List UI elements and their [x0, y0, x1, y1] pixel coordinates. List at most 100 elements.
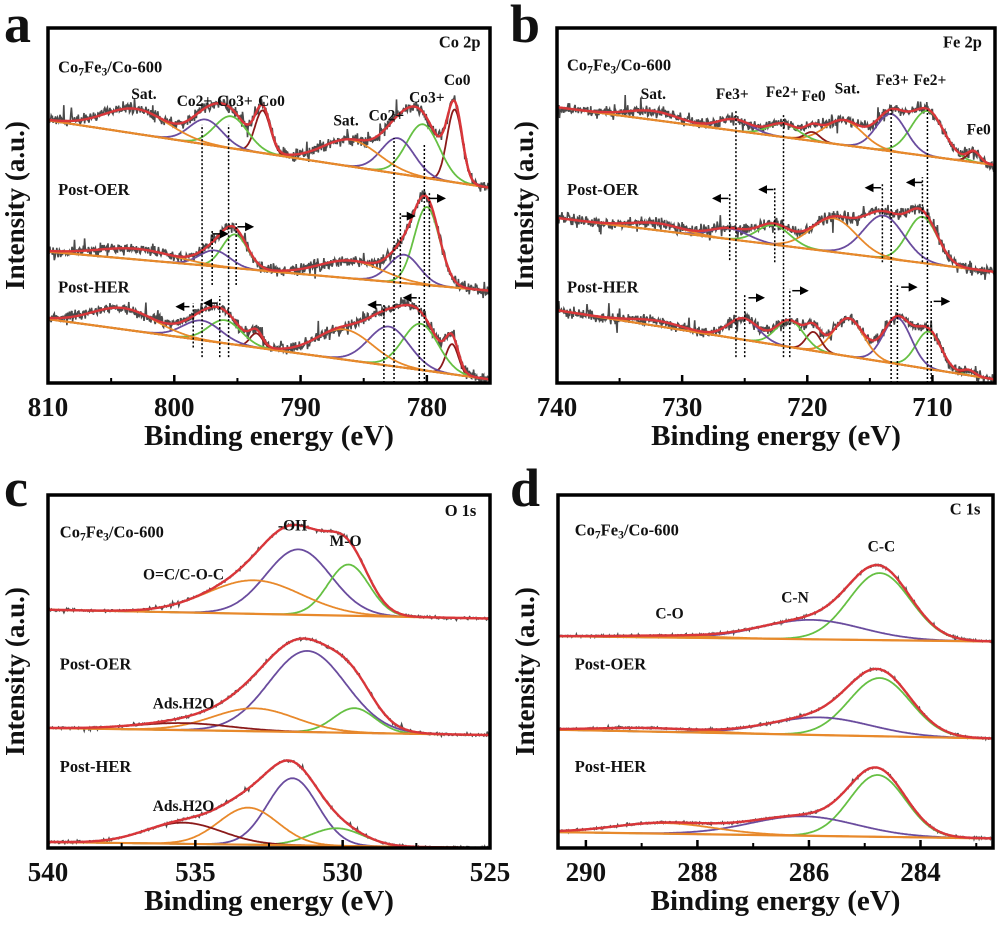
baseline-line — [48, 318, 490, 381]
x-axis-title: Binding energy (eV) — [144, 420, 394, 452]
fit-component-purple — [48, 548, 490, 620]
panel-title: C 1s — [950, 499, 981, 518]
baseline-line — [558, 831, 993, 840]
sample-label: Post-OER — [60, 655, 133, 674]
spectrum-co7fe3-co-600 — [48, 522, 490, 623]
baseline-line — [48, 250, 490, 292]
peak-annotation: Fe3+ — [876, 72, 909, 89]
peak-annotation: C-O — [655, 606, 683, 623]
raw-data-line — [557, 203, 995, 280]
chart-svg: c Co7Fe3/Co-600 Post-OER Post-HER -OH M-O O=C/… — [0, 458, 510, 917]
sample-label: Post-OER — [575, 655, 648, 674]
peak-annotation: Co3+ — [409, 90, 445, 107]
x-tick-label: 286 — [789, 857, 830, 887]
peak-annotation: Co0 — [444, 72, 471, 89]
peak-annotation: C-N — [781, 590, 809, 607]
panel-b-fe-2p: b Co7Fe3/Co-600 Post-OER Post-HER Sat. Fe3+ Fe… — [500, 0, 1000, 470]
x-tick-label: 780 — [407, 392, 448, 422]
y-axis-title: Intensity (a.u.) — [0, 587, 30, 756]
peak-annotation: Fe3+ — [716, 86, 749, 103]
peak-annotation: Sat. — [641, 86, 667, 103]
fit-component-purple — [48, 777, 490, 848]
panel-a-co-2p: a Co7Fe3/Co-600 Post-OER Post-HER Sat. Co2+ Co… — [0, 0, 500, 470]
x-tick-label: 800 — [154, 392, 195, 422]
plot-frame — [556, 493, 995, 850]
plot-frame — [46, 26, 492, 385]
baseline-line — [557, 309, 995, 381]
spectrum-co7fe3-co-600 — [48, 95, 490, 192]
sample-label: Post-OER — [58, 180, 131, 199]
raw-data-line — [558, 766, 993, 842]
sample-label: Post-OER — [567, 180, 640, 199]
peak-annotation: Sat. — [333, 113, 359, 130]
y-axis-title: Intensity (a.u.) — [509, 121, 539, 290]
x-axis-title: Binding energy (eV) — [144, 885, 394, 917]
peak-annotation: Co3+ — [217, 93, 253, 110]
envelope-fit-line — [557, 106, 995, 167]
peak-annotation: Ads.H2O — [153, 798, 215, 815]
chart-svg: d Co7Fe3/Co-600 Post-OER Post-HER C-C C-N C-O C… — [510, 458, 995, 917]
spectrum-post-her — [48, 297, 490, 383]
raw-data-line — [48, 636, 490, 739]
x-tick-label: 710 — [912, 392, 953, 422]
fit-component-green — [558, 572, 993, 643]
panel-letter: b — [510, 0, 540, 54]
sample-label: Post-HER — [575, 757, 648, 776]
x-tick-label: 740 — [537, 392, 578, 422]
panel-d-c-1s: d Co7Fe3/Co-600 Post-OER Post-HER C-C C-N C-O C… — [500, 458, 1000, 940]
peak-annotation: Sat. — [131, 86, 157, 103]
spectrum-post-her — [557, 300, 995, 383]
peak-annotation: C-C — [868, 538, 896, 555]
envelope-fit-line — [48, 194, 490, 292]
raw-data-line — [557, 94, 995, 173]
peak-annotation: Co2+ — [369, 107, 405, 124]
x-tick-label: 530 — [322, 857, 363, 887]
x-tick-label: 810 — [28, 392, 69, 422]
y-axis-title: Intensity (a.u.) — [0, 121, 30, 290]
spectrum-post-oer — [48, 636, 490, 739]
sample-label: Co7Fe3/Co-600 — [567, 56, 671, 77]
peak-annotation: Fe2+ — [766, 84, 799, 101]
baseline-line — [557, 106, 995, 167]
sample-label: Co7Fe3/Co-600 — [58, 57, 162, 78]
peak-annotation: Ads.H2O — [153, 696, 215, 713]
envelope-fit-line — [558, 563, 993, 643]
x-tick-label: 288 — [677, 857, 718, 887]
envelope-fit-line — [558, 667, 993, 740]
x-tick-label: 284 — [900, 857, 941, 887]
peak-annotation: Co2+ — [177, 93, 213, 110]
plot-area — [48, 522, 490, 848]
panel-title: Fe 2p — [943, 33, 982, 52]
peak-annotation: Fe0 — [801, 88, 825, 105]
plot-area — [48, 95, 490, 383]
envelope-fit-line — [558, 766, 993, 840]
sample-label: Co7Fe3/Co-600 — [575, 521, 679, 542]
envelope-fit-line — [557, 309, 995, 381]
x-tick-label: 540 — [28, 857, 69, 887]
y-axis-title: Intensity (a.u.) — [510, 587, 540, 756]
baseline-line — [48, 726, 490, 737]
sample-label: Post-HER — [60, 757, 133, 776]
x-tick-label: 290 — [566, 857, 607, 887]
fit-component-green — [558, 677, 993, 740]
plot-frame — [555, 26, 997, 385]
fit-component-orange — [48, 579, 490, 620]
baseline-line — [48, 119, 490, 189]
sample-label: Post-HER — [567, 277, 640, 296]
sample-label: Co7Fe3/Co-600 — [60, 522, 164, 543]
sample-label: Post-HER — [58, 277, 131, 296]
x-tick-label: 790 — [280, 392, 321, 422]
envelope-fit-line — [48, 523, 490, 620]
peak-annotation: O=C/C-O-C — [143, 567, 224, 584]
x-tick-label: 535 — [175, 857, 216, 887]
envelope-fit-line — [48, 303, 490, 381]
peak-annotation: Fe2+ — [913, 72, 946, 89]
x-tick-label: 525 — [470, 857, 511, 887]
spectrum-post-oer — [48, 190, 490, 299]
envelope-fit-line — [48, 99, 490, 189]
peak-annotation: M-O — [330, 533, 362, 550]
baseline-line — [558, 635, 993, 643]
baseline-line — [558, 728, 993, 740]
